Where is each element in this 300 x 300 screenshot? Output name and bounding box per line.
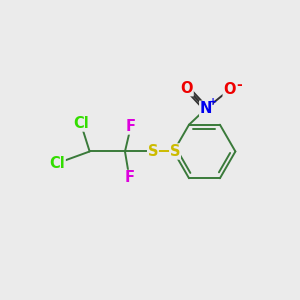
Text: O: O — [223, 82, 236, 97]
Text: Cl: Cl — [50, 156, 65, 171]
Text: F: F — [124, 170, 134, 185]
Text: S: S — [170, 144, 180, 159]
Text: N: N — [200, 101, 212, 116]
Text: -: - — [236, 78, 242, 92]
Text: F: F — [126, 119, 136, 134]
Text: O: O — [181, 81, 193, 96]
Text: Cl: Cl — [73, 116, 89, 131]
Text: +: + — [209, 97, 218, 107]
Text: S: S — [148, 144, 158, 159]
